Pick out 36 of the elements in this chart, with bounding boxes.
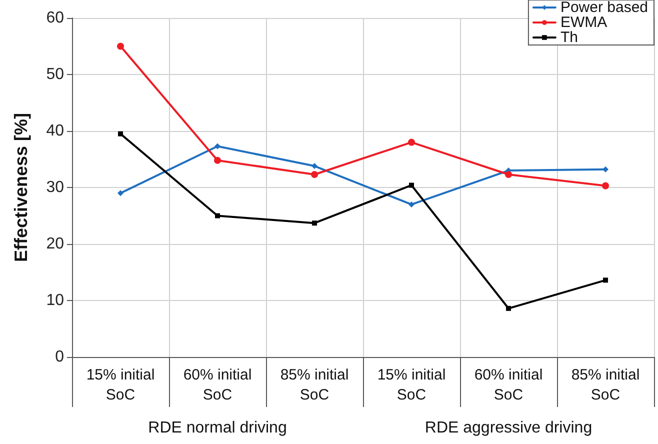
x-tick-label: 15% initial SoC — [86, 366, 155, 404]
point — [117, 42, 124, 50]
point — [409, 182, 414, 188]
point — [408, 138, 415, 146]
point — [505, 171, 512, 178]
y-tick-label: 30 — [46, 179, 64, 196]
point — [603, 278, 608, 283]
y-tick-label: 10 — [46, 292, 64, 309]
y-tick-label: 40 — [46, 122, 64, 140]
legend-label: Th — [560, 29, 578, 46]
y-tick-label: 50 — [46, 66, 64, 83]
point — [506, 306, 511, 311]
x-tick-label: 85% initial SoC — [280, 366, 349, 404]
legend-label: Power based — [560, 0, 648, 16]
text: RDE aggressive driving — [424, 420, 592, 436]
x-tick-label: 85% initial SoC — [571, 366, 640, 404]
point — [214, 143, 220, 150]
point — [408, 201, 414, 208]
x-tick-label: 60% initial SoC — [474, 366, 543, 404]
y-tick-label: 20 — [46, 236, 64, 252]
legend-label: EWMA — [560, 14, 608, 31]
y-tick-label: 60 — [46, 10, 64, 26]
text: RDE normal driving — [148, 420, 287, 436]
x-tick-label: 15% initial SoC — [377, 366, 446, 404]
point — [602, 182, 609, 190]
y-axis-title: Effectiveness [%] — [11, 112, 31, 262]
point — [311, 171, 318, 178]
point — [118, 190, 124, 196]
point — [602, 166, 608, 172]
point — [312, 163, 318, 170]
point — [312, 220, 317, 226]
y-tick-label: 0 — [55, 348, 64, 366]
point — [215, 213, 220, 218]
point — [214, 156, 221, 164]
x-tick-label: 60% initial SoC — [183, 366, 252, 404]
point — [118, 131, 123, 136]
